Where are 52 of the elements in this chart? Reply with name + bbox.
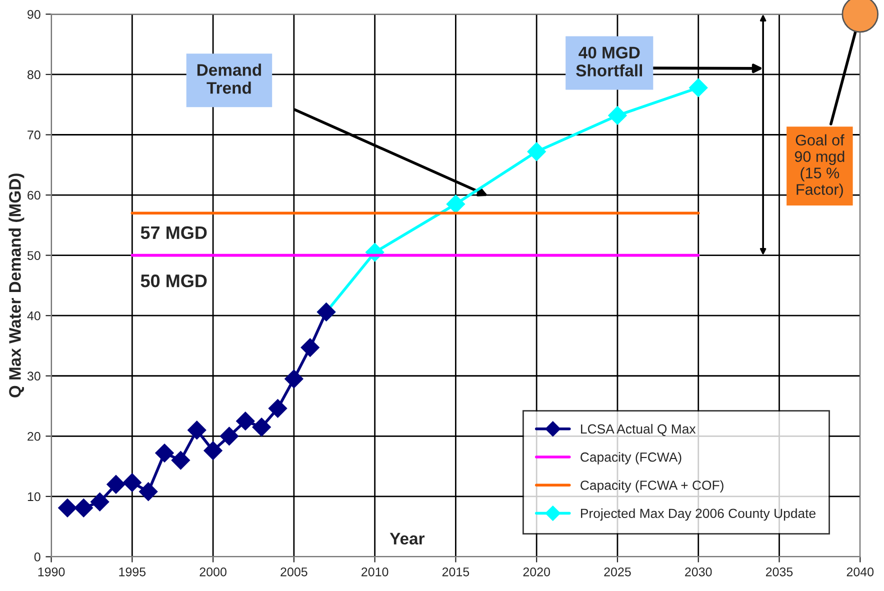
legend-label: Projected Max Day 2006 County Update <box>581 508 816 521</box>
x-tick-label: 2005 <box>280 567 308 576</box>
point <box>155 444 174 462</box>
y-tick-label: 30 <box>27 372 40 381</box>
point <box>689 78 708 98</box>
y-axis-title: Q Max Water Demand (MGD) <box>8 174 24 398</box>
y-tick-label: 50 <box>27 251 40 260</box>
y-tick-label: 90 <box>28 10 40 19</box>
point <box>268 399 288 418</box>
annotation: 57 MGD <box>140 226 207 240</box>
annotation: 40 MGD Shortfall <box>576 46 642 76</box>
x-tick-label: 2035 <box>766 567 793 576</box>
point <box>122 473 142 492</box>
point <box>446 194 466 214</box>
point <box>74 498 93 518</box>
x-tick-label: 2020 <box>523 567 550 576</box>
point <box>171 450 190 470</box>
legend-label: Capacity (FCWA + COF) <box>580 480 724 493</box>
point <box>284 370 304 388</box>
point <box>252 418 271 436</box>
x-tick-label: 1990 <box>38 567 65 576</box>
x-tick-label: 2010 <box>362 567 388 576</box>
y-tick-label: 70 <box>28 130 40 140</box>
point <box>236 412 255 430</box>
annotation: Demand Trend <box>197 64 262 94</box>
y-tick-label: 40 <box>27 311 40 320</box>
y-tick-label: 60 <box>28 190 40 200</box>
point <box>106 475 126 494</box>
point <box>300 338 320 357</box>
annotation: 50 MGD <box>140 274 207 288</box>
point <box>204 441 222 460</box>
point <box>220 426 239 446</box>
x-tick-label: 1995 <box>119 567 146 576</box>
x-tick-label: 2015 <box>442 567 470 576</box>
x-tick-label: 2025 <box>604 567 631 576</box>
point <box>58 498 77 518</box>
point <box>188 420 206 440</box>
y-tick-label: 0 <box>34 552 40 562</box>
point <box>527 142 546 161</box>
point <box>608 106 627 125</box>
point <box>138 482 158 501</box>
x-tick-label: 2000 <box>200 567 226 576</box>
x-tick-label: 2040 <box>846 567 874 576</box>
legend-label: Capacity (FCWA) <box>580 452 682 464</box>
legend-label: LCSA Actual Q Max <box>581 424 696 436</box>
y-tick-label: 20 <box>28 432 40 441</box>
x-axis-title: Year <box>390 532 425 545</box>
y-tick-label: 80 <box>27 70 40 80</box>
point <box>90 492 110 512</box>
y-tick-label: 10 <box>28 492 40 502</box>
annotation: Goal of 90 mgd (15 % Factor) <box>794 134 844 198</box>
x-tick-label: 2030 <box>685 567 712 576</box>
